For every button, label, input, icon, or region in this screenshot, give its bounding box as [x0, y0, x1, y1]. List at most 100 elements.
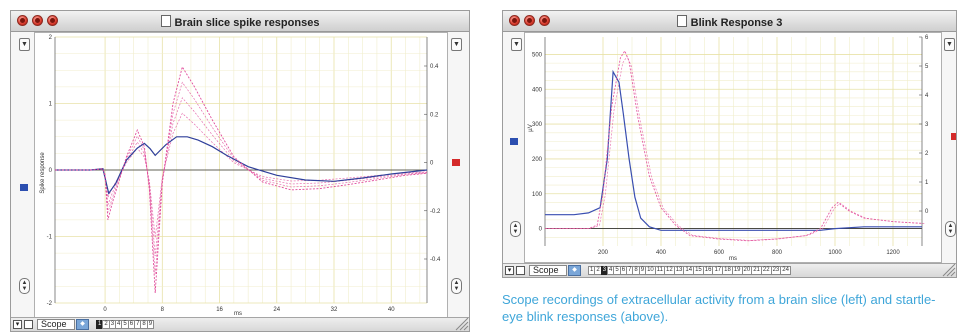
x-tick-label: 800 [772, 250, 783, 256]
pink-trace-sweep [55, 112, 428, 238]
x-tick-label: 0 [103, 307, 107, 313]
y-tick-label: 2 [49, 35, 53, 41]
red-channel-marker[interactable] [951, 133, 956, 140]
close-button[interactable] [509, 15, 520, 26]
y-right-tick-label: 0.4 [430, 64, 439, 70]
x-tick-label: 1200 [886, 250, 900, 256]
right-plot-area[interactable]: 200 400 600 800 1000 1200 500 400 300 200 100 0 6 5 4 3… [524, 32, 942, 263]
grid [545, 37, 922, 246]
scope-mode-label[interactable]: Scope [37, 319, 75, 330]
x-tick-label: 32 [331, 307, 338, 313]
y-tick-label: 300 [532, 122, 543, 128]
right-axis-menu-button[interactable]: ▼ [944, 38, 955, 51]
left-axis-menu-button[interactable]: ▼ [19, 38, 30, 51]
y-right-tick-label: 0 [430, 161, 434, 167]
y-axis-label: Spike response [40, 152, 46, 194]
right-axis-menu-button[interactable]: ▼ [451, 38, 462, 51]
close-button[interactable] [17, 15, 28, 26]
left-scale-stepper[interactable]: ▲ ▼ [510, 221, 521, 237]
red-channel-marker[interactable] [452, 159, 460, 166]
scope-mode-popup-button[interactable]: ◆ [568, 265, 581, 276]
y-right-tick-label: -0.4 [430, 257, 441, 263]
pink-trace-sweep [55, 97, 428, 257]
right-scale-stepper[interactable]: ▲ ▼ [945, 221, 956, 237]
minimize-button[interactable] [524, 15, 535, 26]
y-right-tick-label: -0.2 [430, 209, 441, 215]
x-tick-label: 8 [161, 307, 165, 313]
y-tick-label: -2 [47, 301, 53, 307]
right-status-bar: ▾ Scope ◆ 1 2 3 4 5 6 7 8 9 10 11 12 13 14 15 16 17 18 19 2… [503, 263, 956, 277]
blue-channel-marker[interactable] [20, 184, 28, 191]
zoom-button[interactable] [539, 15, 550, 26]
square-icon[interactable] [24, 320, 33, 329]
zoom-button[interactable] [47, 15, 58, 26]
left-window-titlebar[interactable]: Brain slice spike responses [11, 11, 469, 32]
y-right-tick-label: 3 [925, 122, 929, 128]
traces [545, 49, 925, 242]
pink-trace [55, 65, 428, 294]
right-window-titlebar[interactable]: Blink Response 3 [503, 11, 956, 32]
left-scale-stepper[interactable]: ▲ ▼ [19, 278, 30, 294]
scope-mode-popup-button[interactable]: ◆ [76, 319, 89, 330]
figure-caption: Scope recordings of extracellular activi… [502, 292, 936, 324]
document-icon [676, 15, 687, 27]
y-tick-label: 400 [532, 87, 543, 93]
y-tick-label: 0 [539, 227, 543, 233]
y-tick-label: 1 [49, 102, 53, 108]
x-tick-label: 24 [273, 307, 280, 313]
traces [55, 65, 428, 294]
left-scope-window: Brain slice spike responses ▼ ▼ ▲ ▼ ▲ ▼ 0 8… [10, 10, 470, 332]
y-tick-label: 200 [532, 157, 543, 163]
right-scope-window: Blink Response 3 ▼ ▼ ▲ ▼ ▲ ▼ 200 400 600 800 1… [502, 10, 957, 278]
resize-grip-icon[interactable] [455, 317, 469, 331]
blue-channel-marker[interactable] [510, 138, 518, 145]
x-tick-label: 1000 [828, 250, 842, 256]
x-tick-label: 40 [388, 307, 395, 313]
x-tick-label: 200 [598, 250, 609, 256]
x-axis-label: ms [234, 311, 242, 317]
x-tick-label: 600 [714, 250, 725, 256]
square-icon[interactable] [516, 266, 525, 275]
grid [55, 36, 427, 304]
window-controls [17, 15, 58, 26]
y-right-tick-label: 6 [925, 35, 929, 41]
y-right-tick-label: 2 [925, 151, 929, 157]
sweep-tab[interactable]: 24 [780, 266, 791, 275]
pink-trace-sweep [55, 81, 428, 275]
left-plot-area[interactable]: 0 8 16 24 32 40 2 1 0 -1 -2 0.4 0.2 0 -0.2 -0.4 Spike r… [34, 32, 448, 318]
resize-grip-icon[interactable] [942, 263, 956, 277]
window-title: Blink Response 3 [503, 15, 956, 29]
y-axis-label: µV [528, 124, 534, 131]
pink-trace-sweep [547, 55, 925, 241]
x-tick-label: 16 [216, 307, 223, 313]
y-tick-label: 500 [532, 52, 543, 58]
minimize-button[interactable] [32, 15, 43, 26]
blue-trace [55, 136, 428, 195]
down-arrow-icon[interactable]: ▾ [13, 320, 22, 329]
y-right-tick-label: 0 [925, 209, 929, 215]
down-arrow-icon[interactable]: ▾ [505, 266, 514, 275]
y-right-tick-label: 4 [925, 93, 929, 99]
sweep-selector: 1 2 3 4 5 6 7 8 9 10 11 12 13 14 15 16 17 18 19 20 21 22 23 24 [588, 266, 791, 275]
blue-trace [545, 69, 922, 231]
document-icon [160, 15, 171, 27]
y-right-tick-label: 1 [925, 180, 929, 186]
sweep-tab[interactable]: 9 [146, 320, 155, 329]
left-axis-menu-button[interactable]: ▼ [511, 38, 522, 51]
x-axis-label: ms [729, 256, 737, 262]
y-tick-label: 100 [532, 192, 543, 198]
axis-ticks: 200 400 600 800 1000 120050040030020010006543… [532, 35, 929, 256]
pink-trace [545, 49, 923, 242]
x-tick-label: 400 [656, 250, 667, 256]
left-chart: 0 8 16 24 32 40 2 1 0 -1 -2 0.4 0.2 0 -0.2 -0.4 Spike r… [40, 35, 441, 317]
y-right-tick-label: 0.2 [430, 112, 439, 118]
y-right-tick-label: 5 [925, 64, 929, 70]
right-scale-stepper[interactable]: ▲ ▼ [451, 278, 462, 294]
window-controls [509, 15, 550, 26]
window-title: Brain slice spike responses [11, 15, 469, 29]
scope-mode-label[interactable]: Scope [529, 265, 567, 276]
axis-ticks: 0 8 16 24 32 40 2 1 0 -1 -2 0.4 0.2 0 -0.2 -0.4 [47, 35, 441, 313]
y-tick-label: -1 [47, 235, 53, 241]
